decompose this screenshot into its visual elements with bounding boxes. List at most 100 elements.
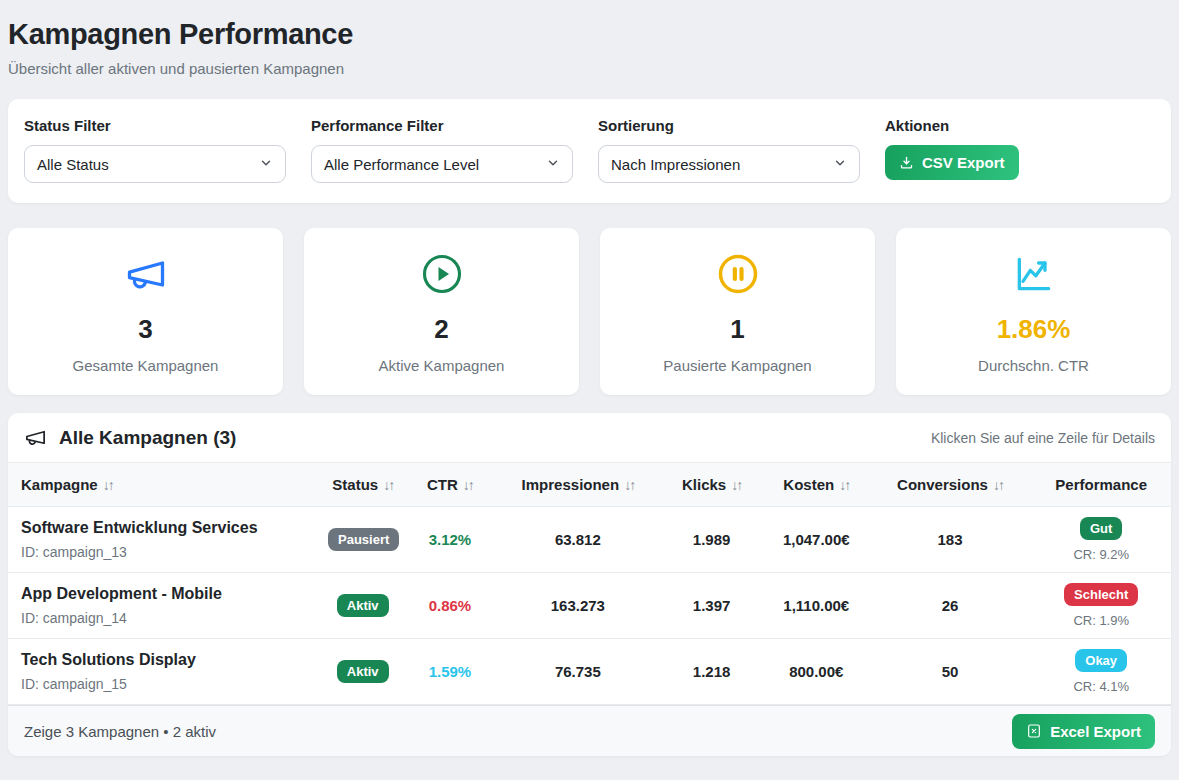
table-row[interactable]: Tech Solutions Display ID: campaign_15 A…: [8, 639, 1171, 705]
download-icon: [899, 155, 914, 170]
sort-filter-label: Sortierung: [598, 117, 860, 134]
stat-value: 1.86%: [997, 314, 1071, 345]
column-header-status[interactable]: Status↓↑: [322, 463, 403, 507]
campaign-performance-page: Kampagnen Performance Übersicht aller ak…: [0, 0, 1179, 780]
trend-chart-icon: [1012, 250, 1056, 298]
sort-icon: ↓↑: [993, 477, 1003, 493]
cost-cell: 800.00€: [764, 639, 869, 705]
performance-filter-select[interactable]: Alle Performance Level: [311, 145, 573, 183]
sort-icon: ↓↑: [463, 477, 473, 493]
campaign-name: Tech Solutions Display: [21, 651, 316, 669]
megaphone-icon: [24, 426, 47, 449]
ctr-value: 1.59%: [429, 663, 472, 680]
stat-label: Gesamte Kampagnen: [73, 357, 219, 374]
ctr-cell: 0.86%: [403, 573, 496, 639]
stats-row: 3 Gesamte Kampagnen 2 Aktive Kampagnen 1…: [8, 228, 1171, 395]
status-cell: Aktiv: [322, 639, 403, 705]
sort-select[interactable]: Nach Impressionen: [598, 145, 860, 183]
table-hint: Klicken Sie auf eine Zeile für Details: [931, 430, 1155, 446]
cost-cell: 1,110.00€: [764, 573, 869, 639]
sort-icon: ↓↑: [383, 477, 393, 493]
stat-value: 3: [138, 314, 152, 345]
chevron-down-icon: [546, 156, 560, 173]
campaign-table: Kampagne↓↑ Status↓↑ CTR↓↑ Impressionen↓↑…: [8, 463, 1171, 705]
table-title-text: Alle Kampagnen (3): [59, 427, 236, 449]
table-summary: Zeige 3 Kampagnen • 2 aktiv: [24, 723, 216, 740]
table-footer: Zeige 3 Kampagnen • 2 aktiv Excel Export: [8, 705, 1171, 756]
conversions-cell: 183: [869, 507, 1032, 573]
conversions-cell: 50: [869, 639, 1032, 705]
campaign-name: App Development - Mobile: [21, 585, 316, 603]
performance-cell: Okay CR: 4.1%: [1031, 639, 1171, 705]
performance-cell: Schlecht CR: 1.9%: [1031, 573, 1171, 639]
status-filter-group: Status Filter Alle Status: [24, 117, 310, 183]
column-header-impressionen[interactable]: Impressionen↓↑: [496, 463, 659, 507]
status-filter-value: Alle Status: [37, 156, 109, 173]
performance-filter-label: Performance Filter: [311, 117, 573, 134]
campaign-cell: App Development - Mobile ID: campaign_14: [8, 573, 322, 639]
clicks-cell: 1.218: [659, 639, 764, 705]
conversion-rate: CR: 9.2%: [1037, 547, 1165, 562]
table-titlebar: Alle Kampagnen (3) Klicken Sie auf eine …: [8, 413, 1171, 463]
column-header-klicks[interactable]: Klicks↓↑: [659, 463, 764, 507]
ctr-cell: 1.59%: [403, 639, 496, 705]
column-header-performance: Performance: [1031, 463, 1171, 507]
impressions-cell: 76.735: [496, 639, 659, 705]
stat-value: 1: [730, 314, 744, 345]
campaign-id: ID: campaign_14: [21, 610, 316, 626]
page-title: Kampagnen Performance: [8, 18, 1171, 51]
table-row[interactable]: Software Entwicklung Services ID: campai…: [8, 507, 1171, 573]
sort-icon: ↓↑: [624, 477, 634, 493]
chevron-down-icon: [833, 156, 847, 173]
conversion-rate: CR: 4.1%: [1037, 679, 1165, 694]
clicks-cell: 1.989: [659, 507, 764, 573]
sort-icon: ↓↑: [731, 477, 741, 493]
page-header: Kampagnen Performance Übersicht aller ak…: [8, 14, 1171, 77]
megaphone-icon: [124, 250, 168, 298]
filter-panel: Status Filter Alle Status Performance Fi…: [8, 99, 1171, 203]
performance-badge: Okay: [1075, 649, 1127, 672]
excel-export-label: Excel Export: [1050, 723, 1141, 740]
sort-icon: ↓↑: [103, 477, 113, 493]
pause-circle-icon: [717, 250, 759, 298]
ctr-value: 3.12%: [429, 531, 472, 548]
status-badge: Aktiv: [337, 594, 389, 617]
sort-icon: ↓↑: [839, 477, 849, 493]
stat-card-active-campaigns: 2 Aktive Kampagnen: [304, 228, 579, 395]
status-filter-select[interactable]: Alle Status: [24, 145, 286, 183]
csv-export-label: CSV Export: [922, 154, 1005, 171]
column-header-conversions[interactable]: Conversions↓↑: [869, 463, 1032, 507]
campaign-id: ID: campaign_15: [21, 676, 316, 692]
stat-card-total-campaigns: 3 Gesamte Kampagnen: [8, 228, 283, 395]
status-badge: Aktiv: [337, 660, 389, 683]
stat-label: Pausierte Kampagnen: [663, 357, 811, 374]
csv-export-button[interactable]: CSV Export: [885, 145, 1019, 180]
performance-filter-value: Alle Performance Level: [324, 156, 479, 173]
ctr-value: 0.86%: [429, 597, 472, 614]
performance-cell: Gut CR: 9.2%: [1031, 507, 1171, 573]
status-filter-label: Status Filter: [24, 117, 286, 134]
table-title: Alle Kampagnen (3): [24, 426, 236, 449]
sort-filter-group: Sortierung Nach Impressionen: [598, 117, 884, 183]
actions-label: Aktionen: [885, 117, 1131, 134]
page-subtitle: Übersicht aller aktiven und pausierten K…: [8, 60, 1171, 77]
sort-select-value: Nach Impressionen: [611, 156, 740, 173]
campaign-table-panel: Alle Kampagnen (3) Klicken Sie auf eine …: [8, 413, 1171, 756]
impressions-cell: 63.812: [496, 507, 659, 573]
impressions-cell: 163.273: [496, 573, 659, 639]
stat-card-avg-ctr: 1.86% Durchschn. CTR: [896, 228, 1171, 395]
campaign-name: Software Entwicklung Services: [21, 519, 316, 537]
campaign-id: ID: campaign_13: [21, 544, 316, 560]
stat-value: 2: [434, 314, 448, 345]
excel-export-button[interactable]: Excel Export: [1012, 714, 1155, 749]
stat-label: Aktive Kampagnen: [379, 357, 505, 374]
performance-badge: Schlecht: [1064, 583, 1138, 606]
column-header-kosten[interactable]: Kosten↓↑: [764, 463, 869, 507]
table-row[interactable]: App Development - Mobile ID: campaign_14…: [8, 573, 1171, 639]
actions-group: Aktionen CSV Export: [885, 117, 1155, 183]
column-header-ctr[interactable]: CTR↓↑: [403, 463, 496, 507]
performance-badge: Gut: [1080, 517, 1122, 540]
status-cell: Aktiv: [322, 573, 403, 639]
column-header-kampagne[interactable]: Kampagne↓↑: [8, 463, 322, 507]
conversion-rate: CR: 1.9%: [1037, 613, 1165, 628]
